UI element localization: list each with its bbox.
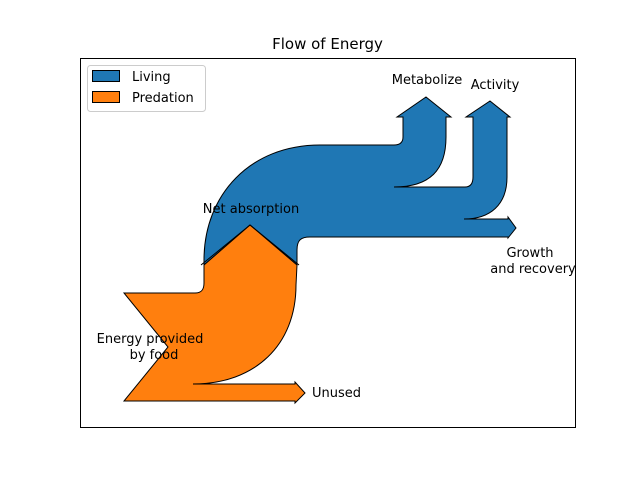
legend-label-predation: Predation	[132, 91, 194, 106]
legend-label-living: Living	[132, 70, 171, 85]
net-absorption-arrow-outline	[200, 224, 300, 266]
label-growth-line2: and recovery	[490, 262, 576, 277]
legend-swatch-predation	[92, 91, 120, 103]
axes-frame	[80, 58, 576, 428]
label-energy-provided-line1: Energy provided	[97, 332, 204, 347]
legend-swatch-living	[92, 70, 120, 82]
label-energy-provided-line2: by food	[130, 348, 179, 363]
legend: Living Predation	[87, 65, 206, 112]
figure-title: Flow of Energy	[272, 35, 383, 53]
predation-flow	[122, 224, 306, 405]
label-activity: Activity	[471, 78, 520, 93]
label-metabolize: Metabolize	[392, 73, 463, 88]
label-net-absorption: Net absorption	[203, 202, 299, 217]
label-unused: Unused	[312, 386, 361, 401]
label-growth-line1: Growth	[506, 246, 553, 261]
